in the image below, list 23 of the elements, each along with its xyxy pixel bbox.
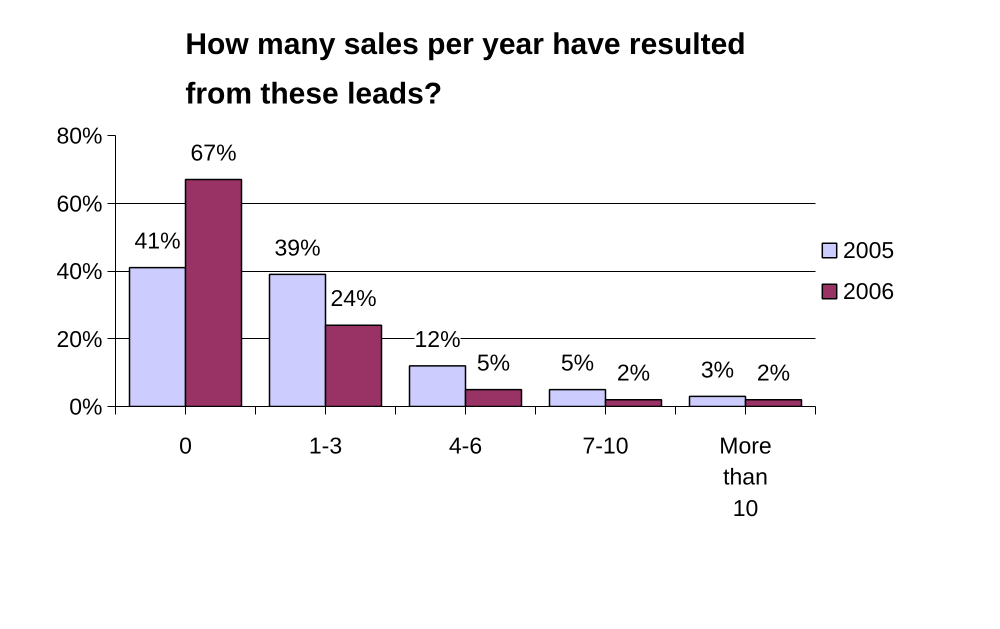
y-tick-label: 40%	[56, 258, 103, 284]
x-tick-label: 1-3	[308, 432, 342, 458]
chart-title: How many sales per year have resulted from these leads?	[185, 28, 746, 110]
y-tick-label: 60%	[56, 190, 103, 216]
data-label: 12%	[414, 326, 461, 352]
data-label: 2%	[616, 360, 650, 386]
x-tick-label: 4-6	[448, 432, 482, 458]
data-label: 41%	[134, 228, 181, 254]
data-label: 39%	[274, 234, 321, 260]
legend-label: 2006	[843, 278, 894, 304]
x-tick-label: More than 10	[719, 432, 772, 521]
y-tick-label: 20%	[56, 326, 103, 352]
legend-label: 2005	[843, 236, 894, 264]
x-tick-label: 7-10	[582, 432, 629, 458]
data-label: 24%	[330, 285, 377, 312]
data-label: 5%	[560, 350, 594, 376]
data-label: 2%	[756, 360, 790, 386]
data-label: 67%	[190, 140, 237, 166]
y-tick-label: 0%	[69, 394, 103, 420]
y-tick-label: 80%	[56, 122, 103, 148]
x-tick-label: 0	[179, 432, 192, 458]
data-label: 5%	[476, 350, 510, 376]
data-label: 3%	[700, 356, 734, 382]
